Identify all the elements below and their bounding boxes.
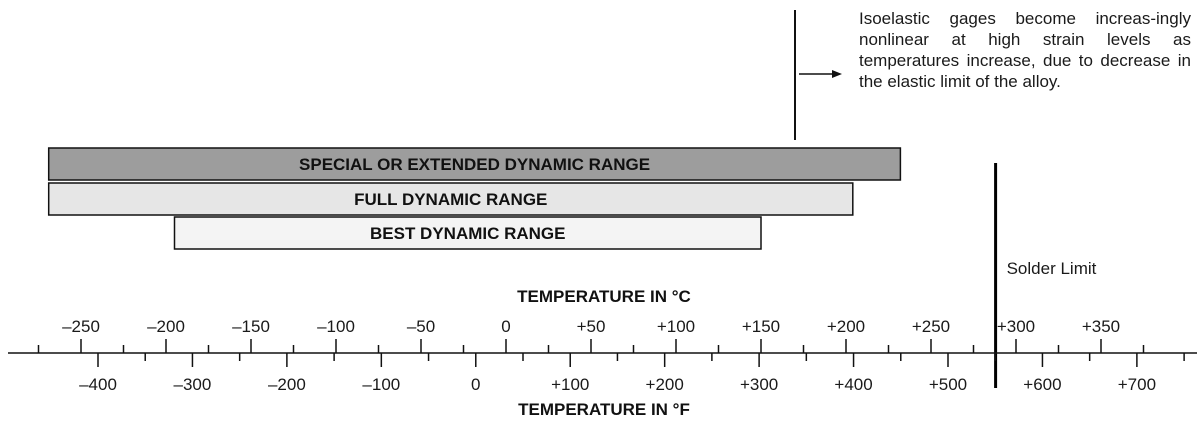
fahrenheit-tick-label: –300 (174, 375, 212, 394)
fahrenheit-tick-label: +300 (740, 375, 778, 394)
fahrenheit-axis-ticks: –400 –300 –200 –100 0 +100 +200 +300 +400 +500 +60… (79, 353, 1185, 394)
celsius-tick-label: +250 (912, 317, 950, 336)
celsius-axis-title: TEMPERATURE IN °C (517, 287, 691, 306)
celsius-tick-label: +200 (827, 317, 865, 336)
fahrenheit-tick-label: +200 (646, 375, 684, 394)
fahrenheit-tick-label: +400 (834, 375, 872, 394)
fahrenheit-axis-title: TEMPERATURE IN °F (518, 400, 690, 419)
range-bar-2 (173, 216, 762, 250)
solder-limit-label: Solder Limit (1007, 259, 1097, 278)
celsius-axis-ticks: –250 –200 –150 –100 –50 0 +50 +100 +150 +200 +250 +… (37, 317, 1145, 353)
range-label: BEST DYNAMIC RANGE (370, 224, 566, 243)
range-label: SPECIAL OR EXTENDED DYNAMIC RANGE (299, 155, 650, 174)
celsius-tick-label: –150 (232, 317, 270, 336)
celsius-tick-label: +300 (997, 317, 1035, 336)
celsius-tick-label: 0 (501, 317, 510, 336)
range-bar-0 (47, 147, 902, 181)
celsius-tick-label: –200 (147, 317, 185, 336)
celsius-tick-label: –250 (62, 317, 100, 336)
celsius-tick-label: +350 (1082, 317, 1120, 336)
fahrenheit-tick-label: –200 (268, 375, 306, 394)
celsius-tick-label: +150 (742, 317, 780, 336)
annotation-arrowhead (832, 70, 842, 78)
fahrenheit-tick-label: +100 (551, 375, 589, 394)
range-bar-1 (47, 182, 854, 216)
celsius-tick-label: +50 (577, 317, 606, 336)
fahrenheit-tick-label: +600 (1023, 375, 1061, 394)
celsius-tick-label: –100 (317, 317, 355, 336)
celsius-tick-label: –50 (407, 317, 435, 336)
fahrenheit-tick-label: –100 (362, 375, 400, 394)
celsius-tick-label: +100 (657, 317, 695, 336)
dynamic-ranges: SPECIAL OR EXTENDED DYNAMIC RANGE FULL DY… (47, 147, 902, 250)
fahrenheit-tick-label: +500 (929, 375, 967, 394)
fahrenheit-tick-label: +700 (1118, 375, 1156, 394)
range-label: FULL DYNAMIC RANGE (354, 190, 547, 209)
fahrenheit-tick-label: 0 (471, 375, 480, 394)
isoelastic-annotation-text: Isoelastic gages become increas-ingly no… (859, 9, 1191, 91)
fahrenheit-tick-label: –400 (79, 375, 117, 394)
